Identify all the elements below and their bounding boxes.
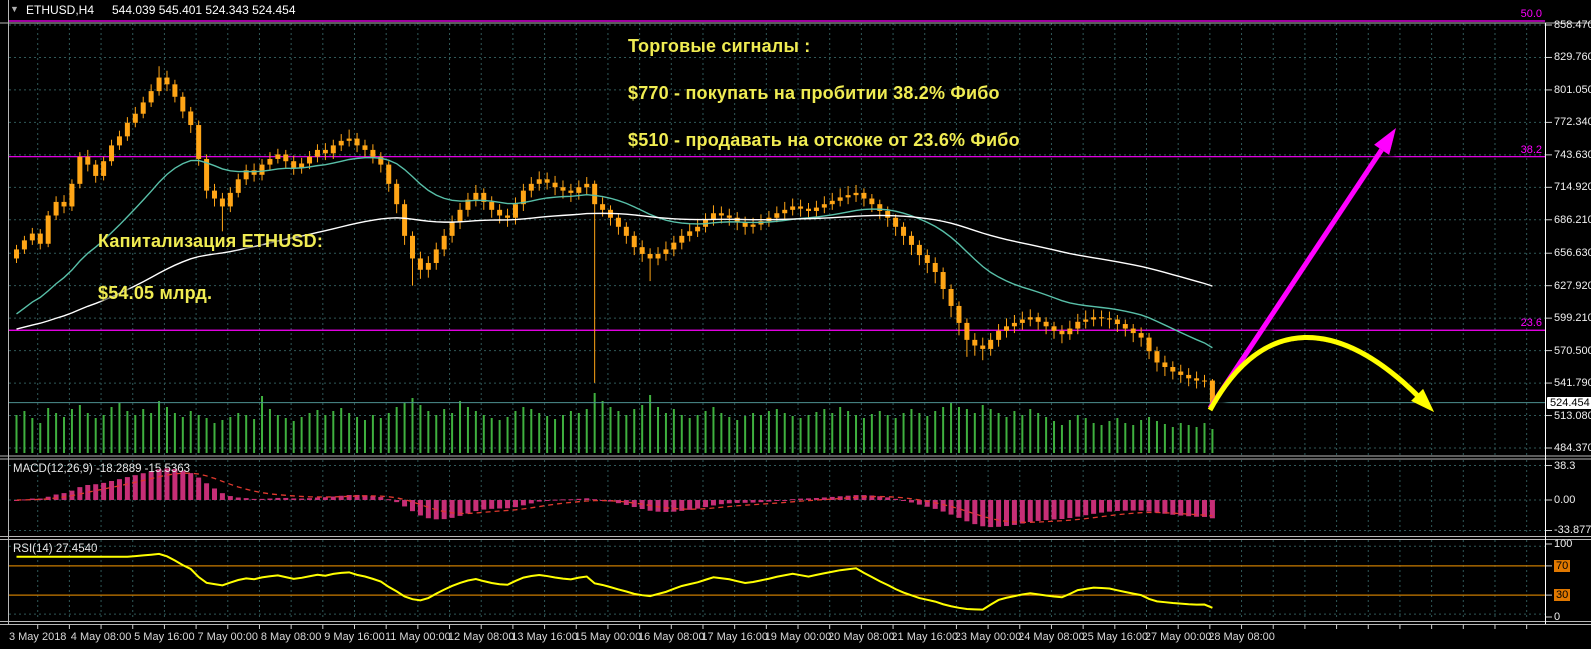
macd-axis-label: 0.00: [1554, 494, 1576, 506]
time-axis-label: 17 May 16:00: [701, 631, 768, 643]
price-axis-label: 656.630: [1554, 247, 1591, 260]
fibo-level-label: 50.0: [1520, 8, 1542, 20]
ohlc-values: 544.039 545.401 524.343 524.454: [112, 3, 296, 17]
annotation-cap-value: $54.05 млрд.: [98, 283, 213, 303]
rsi-axis-label: 0: [1554, 611, 1561, 623]
annotation-cap-title: Капитализация ETHUSD:: [98, 231, 324, 251]
time-axis-label: 24 May 08:00: [1018, 631, 1085, 643]
price-axis-label: 541.790: [1554, 377, 1591, 390]
price-axis-label: 686.210: [1554, 213, 1591, 226]
price-axis-label: 714.920: [1554, 181, 1591, 194]
time-axis-label: 23 May 00:00: [954, 631, 1022, 643]
time-axis-label: 20 May 08:00: [828, 631, 895, 643]
time-axis-label: 13 May 16:00: [511, 631, 578, 643]
time-axis-label: 21 May 16:00: [891, 631, 959, 643]
time-axis-label: 16 May 08:00: [637, 631, 705, 643]
price-axis-label: 829.760: [1554, 51, 1591, 64]
time-axis-label: 19 May 00:00: [764, 631, 832, 643]
time-axis-label: 27 May 00:00: [1144, 631, 1212, 643]
time-axis-label: 3 May 2018: [8, 631, 67, 643]
time-axis-label: 15 May 00:00: [574, 631, 642, 643]
trend-arrow-up[interactable]: [1207, 128, 1396, 410]
fibo-level-label: 23.6: [1520, 317, 1542, 330]
annotation-buy-signal: $770 - покупать на пробитии 38.2% Фибо: [628, 83, 1000, 103]
time-axis-label: 9 May 16:00: [324, 631, 385, 643]
current-price-tag: 524.454: [1547, 397, 1591, 409]
price-axis-label: 599.210: [1554, 312, 1591, 325]
rsi-axis-label: 70: [1554, 559, 1571, 572]
fibo-level-label: 38.2: [1520, 143, 1542, 156]
price-axis-label: 743.630: [1554, 148, 1591, 161]
annotation-sell-signal: $510 - продавать на отскоке от 23.6% Фиб…: [628, 130, 1020, 150]
price-axis-label: 513.080: [1554, 409, 1591, 422]
price-axis-label: 484.370: [1554, 442, 1591, 454]
symbol-timeframe: ETHUSD,H4: [26, 3, 95, 17]
time-axis-label: 11 May 00:00: [384, 631, 451, 643]
price-axis-label: 627.920: [1554, 279, 1591, 292]
price-axis-label: 570.500: [1554, 344, 1591, 357]
annotation-signals-title: Торговые сигналы :: [628, 36, 811, 56]
time-axis-label: 12 May 08:00: [447, 631, 515, 643]
time-axis-label: 8 May 08:00: [260, 631, 322, 643]
price-axis-label: 858.470: [1554, 19, 1591, 31]
rsi-indicator-label: RSI(14) 27.4540: [13, 543, 98, 555]
rsi-axis-label: 100: [1554, 538, 1573, 550]
time-axis-label: 4 May 08:00: [70, 631, 132, 643]
chart-title-bar: ▼ ETHUSD,H4 544.039 545.401 524.343 524.…: [0, 0, 1591, 22]
time-axis-label: 5 May 16:00: [134, 631, 195, 643]
time-axis-label: 7 May 00:00: [197, 631, 259, 643]
macd-axis-label: -33.8775: [1554, 524, 1591, 537]
macd-axis-label: 38.3: [1554, 459, 1576, 472]
rsi-axis-label: 30: [1554, 589, 1571, 602]
chevron-down-icon[interactable]: ▼: [10, 4, 19, 14]
macd-indicator-label: MACD(12,26,9) -18.2889 -15.5363: [13, 463, 191, 475]
time-axis-label: 25 May 16:00: [1081, 631, 1149, 643]
pullback-arrow-curve[interactable]: [1207, 335, 1434, 412]
time-axis-label: 28 May 08:00: [1208, 631, 1275, 643]
price-axis-label: 801.050: [1554, 83, 1591, 96]
price-axis-label: 772.340: [1554, 116, 1591, 129]
